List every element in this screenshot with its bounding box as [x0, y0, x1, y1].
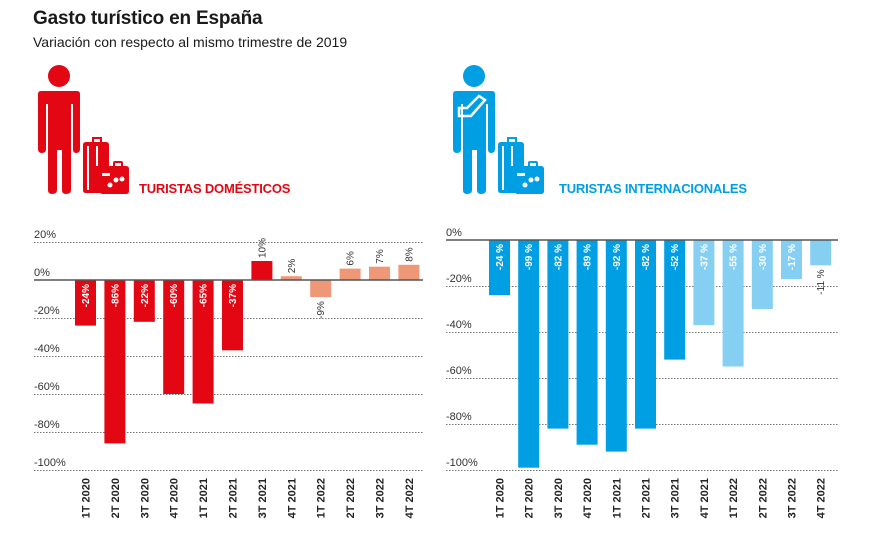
x-tick-label: 4T 2020 — [169, 478, 181, 518]
x-tick-label: 4T 2020 — [582, 478, 594, 518]
bar — [781, 240, 802, 280]
bar — [751, 240, 773, 309]
data-label: -17 % — [787, 244, 798, 270]
y-tick-label: -60% — [34, 381, 60, 393]
x-tick-label: 3T 2022 — [787, 478, 799, 518]
y-tick-label: 20% — [34, 229, 56, 241]
bar — [722, 240, 744, 367]
x-tick-label: 1T 2021 — [198, 478, 210, 518]
legend-international: TURISTAS INTERNACIONALES — [559, 181, 747, 196]
x-tick-label: 4T 2021 — [286, 478, 298, 518]
x-tick-label: 3T 2021 — [257, 478, 269, 518]
data-label: -37 % — [699, 244, 710, 270]
x-tick-label: 1T 2022 — [728, 478, 740, 518]
bar — [75, 280, 96, 326]
bar — [104, 280, 126, 444]
bar — [810, 240, 832, 266]
bar — [547, 240, 569, 429]
y-tick-label: -20% — [446, 273, 472, 285]
x-tick-label: 3T 2020 — [553, 478, 565, 518]
bar — [369, 266, 390, 280]
y-tick-label: -60% — [446, 365, 472, 377]
bar — [280, 276, 302, 280]
data-label: -24% — [81, 284, 92, 307]
bar — [635, 240, 656, 429]
chart-0: 20% 0% -20% -40% -60% -80% -100% -24% 1T 2020 -86… — [34, 229, 423, 518]
bar — [339, 268, 361, 280]
x-tick-label: 2T 2020 — [524, 478, 536, 518]
data-label: 2% — [287, 259, 298, 274]
data-label: -86% — [110, 284, 121, 307]
data-label: -37% — [228, 284, 239, 307]
chart-subtitle: Variación con respecto al mismo trimestr… — [33, 34, 348, 50]
legend-domestic: TURISTAS DOMÉSTICOS — [139, 181, 291, 196]
x-tick-label: 3T 2022 — [375, 478, 387, 518]
bar — [518, 240, 540, 468]
x-tick-label: 2T 2022 — [757, 478, 769, 518]
data-label: -24 % — [495, 244, 506, 270]
data-label: -60% — [169, 284, 180, 307]
x-tick-label: 2T 2021 — [641, 478, 653, 518]
y-tick-label: -20% — [34, 305, 60, 317]
bar — [133, 280, 155, 322]
bar — [489, 240, 510, 296]
data-label: -82 % — [553, 244, 564, 270]
data-label: 6% — [346, 251, 357, 266]
data-label: -65% — [199, 284, 210, 307]
y-tick-label: -40% — [446, 319, 472, 331]
bar — [251, 261, 273, 280]
person-with-map-luggage-icon — [453, 65, 544, 194]
data-label: -11 % — [816, 269, 827, 294]
data-label: -82 % — [641, 244, 652, 270]
data-label: 10% — [257, 238, 268, 258]
person-with-luggage-icon — [38, 65, 129, 194]
y-tick-label: 0% — [446, 227, 462, 239]
bar — [664, 240, 686, 360]
data-label: -9% — [316, 301, 327, 319]
bar — [693, 240, 715, 326]
y-tick-label: -100% — [446, 457, 478, 469]
chart-1: 0% -20% -40% -60% -80% -100% -24 % 1T 2020 -99 %… — [446, 227, 838, 518]
x-tick-label: 3T 2020 — [139, 478, 151, 518]
x-tick-label: 1T 2021 — [611, 478, 623, 518]
data-label: -92 % — [612, 244, 623, 270]
y-tick-label: 0% — [34, 267, 50, 279]
x-tick-label: 1T 2020 — [495, 478, 507, 518]
bar — [310, 280, 332, 298]
x-tick-label: 4T 2022 — [816, 478, 828, 518]
y-tick-label: -40% — [34, 343, 60, 355]
data-label: -22% — [140, 284, 151, 307]
x-tick-label: 2T 2022 — [345, 478, 357, 518]
x-tick-label: 1T 2022 — [316, 478, 328, 518]
bar — [576, 240, 598, 445]
data-label: -55 % — [729, 244, 740, 270]
data-label: -89 % — [583, 244, 594, 270]
bar — [163, 280, 185, 394]
data-label: -30 % — [758, 244, 769, 270]
x-tick-label: 4T 2022 — [404, 478, 416, 518]
bar — [398, 264, 420, 280]
y-tick-label: -80% — [34, 419, 60, 431]
x-tick-label: 2T 2021 — [228, 478, 240, 518]
y-tick-label: -80% — [446, 411, 472, 423]
x-tick-label: 1T 2020 — [81, 478, 93, 518]
data-label: -52 % — [670, 244, 681, 270]
bar — [222, 280, 243, 351]
bar — [192, 280, 214, 404]
x-tick-label: 3T 2021 — [670, 478, 682, 518]
chart-title: Gasto turístico en España — [33, 8, 263, 29]
data-label: 7% — [375, 249, 386, 264]
data-label: 8% — [404, 247, 415, 262]
x-tick-label: 4T 2021 — [699, 478, 711, 518]
bar — [605, 240, 627, 452]
y-tick-label: -100% — [34, 457, 66, 469]
data-label: -99 % — [524, 244, 535, 270]
x-tick-label: 2T 2020 — [110, 478, 122, 518]
